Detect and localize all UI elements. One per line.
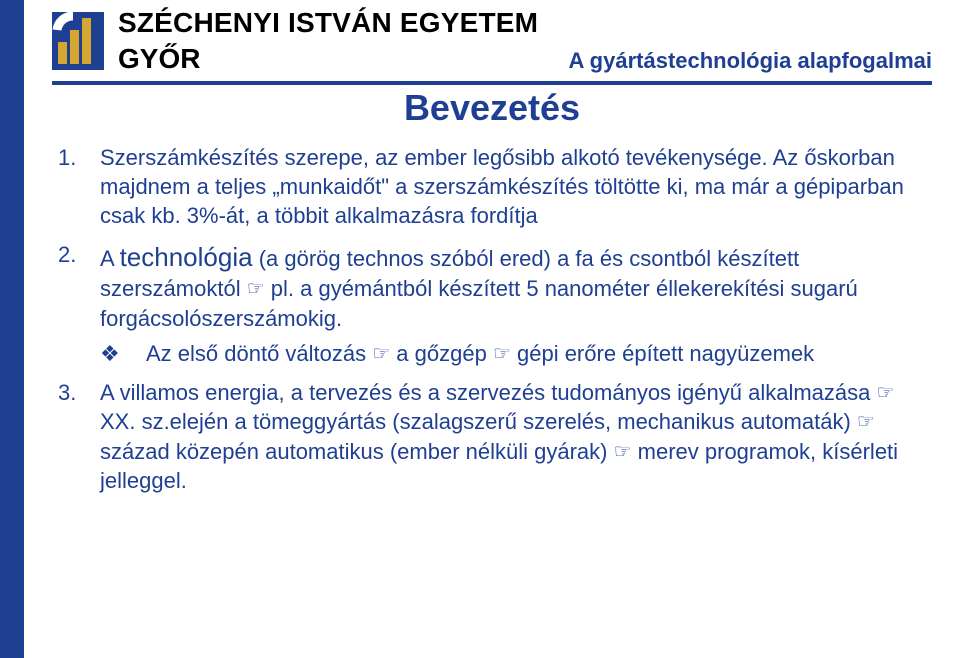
hand-icon: ☞ [493,343,511,365]
numbered-list: Szerszámkészítés szerepe, az ember legős… [58,143,932,495]
sub-b: a gőzgép [390,341,493,366]
sub-c: gépi erőre épített nagyüzemek [511,341,814,366]
hand-icon: ☞ [857,411,875,433]
item1-text: Szerszámkészítés szerepe, az ember legős… [100,145,904,228]
list-item-2: A technológia (a görög technos szóból er… [58,240,932,368]
list-item-3: A villamos energia, a tervezés és a szer… [58,378,932,495]
slide: SZÉCHENYI ISTVÁN EGYETEM GYŐR A gyártást… [0,0,960,658]
university-name: SZÉCHENYI ISTVÁN EGYETEM [118,8,932,39]
divider [52,81,932,85]
hand-icon: ☞ [877,382,895,404]
item2-a: A [100,246,120,271]
subject-title: A gyártástechnológia alapfogalmai [569,48,933,74]
university-block: SZÉCHENYI ISTVÁN EGYETEM GYŐR A gyártást… [118,8,932,75]
list-item-1: Szerszámkészítés szerepe, az ember legős… [58,143,932,230]
item3-b: XX. sz.elején a tömeggyártás (szalagszer… [100,409,857,434]
page-title: Bevezetés [52,87,932,129]
hand-icon: ☞ [247,278,265,300]
header: SZÉCHENYI ISTVÁN EGYETEM GYŐR A gyártást… [52,8,932,75]
university-city: GYŐR [118,43,200,75]
hand-icon: ☞ [372,343,390,365]
item3-c: század közepén automatikus (ember nélkül… [100,439,614,464]
sub-bullet: Az első döntő változás ☞ a gőzgép ☞ gépi… [58,339,932,368]
header-row2: GYŐR A gyártástechnológia alapfogalmai [118,43,932,75]
sub-a: Az első döntő változás [146,341,372,366]
hand-icon: ☞ [614,441,632,463]
content: Szerszámkészítés szerepe, az ember legős… [52,143,932,495]
item3-a: A villamos energia, a tervezés és a szer… [100,380,877,405]
item2-tech: technológia [120,242,253,272]
university-logo [52,12,104,70]
